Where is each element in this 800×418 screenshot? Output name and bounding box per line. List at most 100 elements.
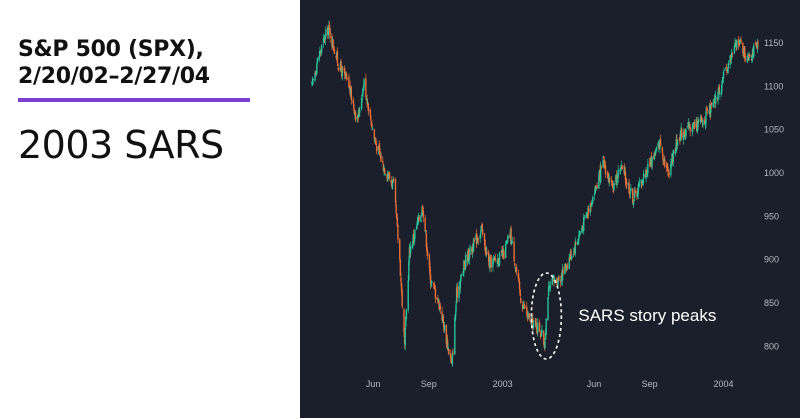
candle-body	[604, 165, 607, 174]
candle-body	[748, 55, 750, 61]
candle-body	[345, 73, 348, 79]
candle-body	[655, 148, 658, 151]
candle-body	[746, 58, 748, 60]
candle-body	[539, 331, 541, 333]
candles-layer	[311, 20, 759, 367]
candle-body	[634, 189, 636, 193]
candle-body	[348, 76, 350, 88]
y-tick-label: 1100	[764, 81, 783, 91]
candle-body	[431, 280, 433, 283]
candle-body	[647, 163, 649, 174]
candle-body	[704, 119, 706, 124]
candle-body	[693, 121, 696, 129]
candle-body	[365, 78, 367, 98]
candle-body	[335, 55, 337, 58]
candle-body	[430, 284, 432, 287]
annotation-ellipse	[530, 272, 563, 360]
candle-body	[625, 182, 628, 185]
candle-body	[438, 300, 440, 310]
title-panel: S&P 500 (SPX), 2/20/02–2/27/04 2003 SARS	[0, 0, 300, 418]
candle-body	[547, 286, 550, 296]
candle-body	[570, 255, 573, 260]
x-axis: Jun Sep 2003 Jun Sep 2004	[366, 379, 734, 389]
candle-body	[574, 242, 576, 254]
candle-body	[371, 123, 373, 128]
candle-body	[583, 216, 585, 231]
candle-body	[322, 38, 325, 44]
candle-body	[481, 224, 483, 227]
candle-body	[408, 261, 410, 280]
candle-body	[720, 84, 723, 94]
candle-body	[665, 165, 668, 169]
y-tick-label: 900	[764, 255, 779, 265]
candle-body	[492, 258, 495, 261]
candle-body	[353, 110, 356, 115]
candle-body	[378, 144, 380, 150]
candle-body	[578, 235, 580, 240]
candle-body	[429, 274, 432, 285]
candle-body	[583, 216, 586, 219]
x-tick-label: Sep	[421, 379, 437, 389]
candle-body	[658, 141, 660, 143]
candle-body	[379, 148, 381, 155]
candle-body	[742, 43, 744, 53]
candle-body	[710, 103, 713, 106]
candle-body	[696, 120, 698, 131]
candle-body	[630, 188, 632, 192]
candle-body	[420, 215, 422, 222]
candle-body	[449, 353, 452, 359]
candle-body	[640, 179, 642, 184]
candle-body	[736, 40, 738, 48]
candle-body	[486, 252, 488, 254]
candle-body	[629, 192, 632, 194]
candle-body	[494, 258, 497, 261]
candle-body	[632, 188, 634, 203]
candle-body	[337, 67, 340, 71]
candle-body	[483, 233, 486, 242]
candle-body	[697, 120, 699, 127]
candle-body	[370, 114, 372, 120]
candle-body	[352, 100, 354, 104]
candle-body	[757, 42, 759, 45]
candle-body	[659, 139, 662, 146]
accent-rule	[18, 98, 250, 102]
candle-body	[714, 95, 717, 104]
candle-body	[753, 45, 755, 57]
candle-body	[496, 261, 498, 263]
candle-body	[382, 163, 385, 171]
candle-body	[383, 168, 386, 174]
candle-body	[404, 328, 406, 346]
candle-body	[561, 268, 564, 281]
candle-body	[696, 128, 699, 132]
candle-body	[540, 334, 543, 337]
candle-body	[469, 246, 471, 255]
candle-body	[697, 120, 700, 122]
y-tick-label: 850	[764, 298, 779, 308]
candle-body	[456, 286, 458, 298]
candle-body	[520, 297, 522, 304]
chart-title-line-2: 2/20/02–2/27/04	[18, 64, 210, 89]
candle-body	[576, 241, 579, 245]
candle-body	[569, 258, 571, 260]
candle-body	[649, 163, 651, 167]
candle-body	[324, 34, 327, 41]
candle-body	[522, 305, 524, 309]
candle-body	[489, 258, 491, 268]
candle-body	[362, 88, 364, 97]
x-tick-label: 2003	[493, 379, 513, 389]
candle-body	[731, 53, 734, 55]
candle-body	[624, 171, 627, 181]
candle-body	[342, 68, 344, 70]
candle-body	[442, 315, 445, 323]
candle-body	[320, 45, 323, 53]
candle-body	[547, 297, 549, 320]
candle-body	[689, 126, 691, 132]
candle-body	[458, 286, 460, 299]
candle-body	[507, 236, 509, 239]
candle-body	[606, 173, 609, 175]
candle-body	[413, 237, 415, 241]
chart-subtitle: 2003 SARS	[18, 123, 224, 167]
candle-body	[577, 239, 579, 244]
candle-body	[484, 239, 486, 251]
candle-body	[581, 227, 583, 233]
